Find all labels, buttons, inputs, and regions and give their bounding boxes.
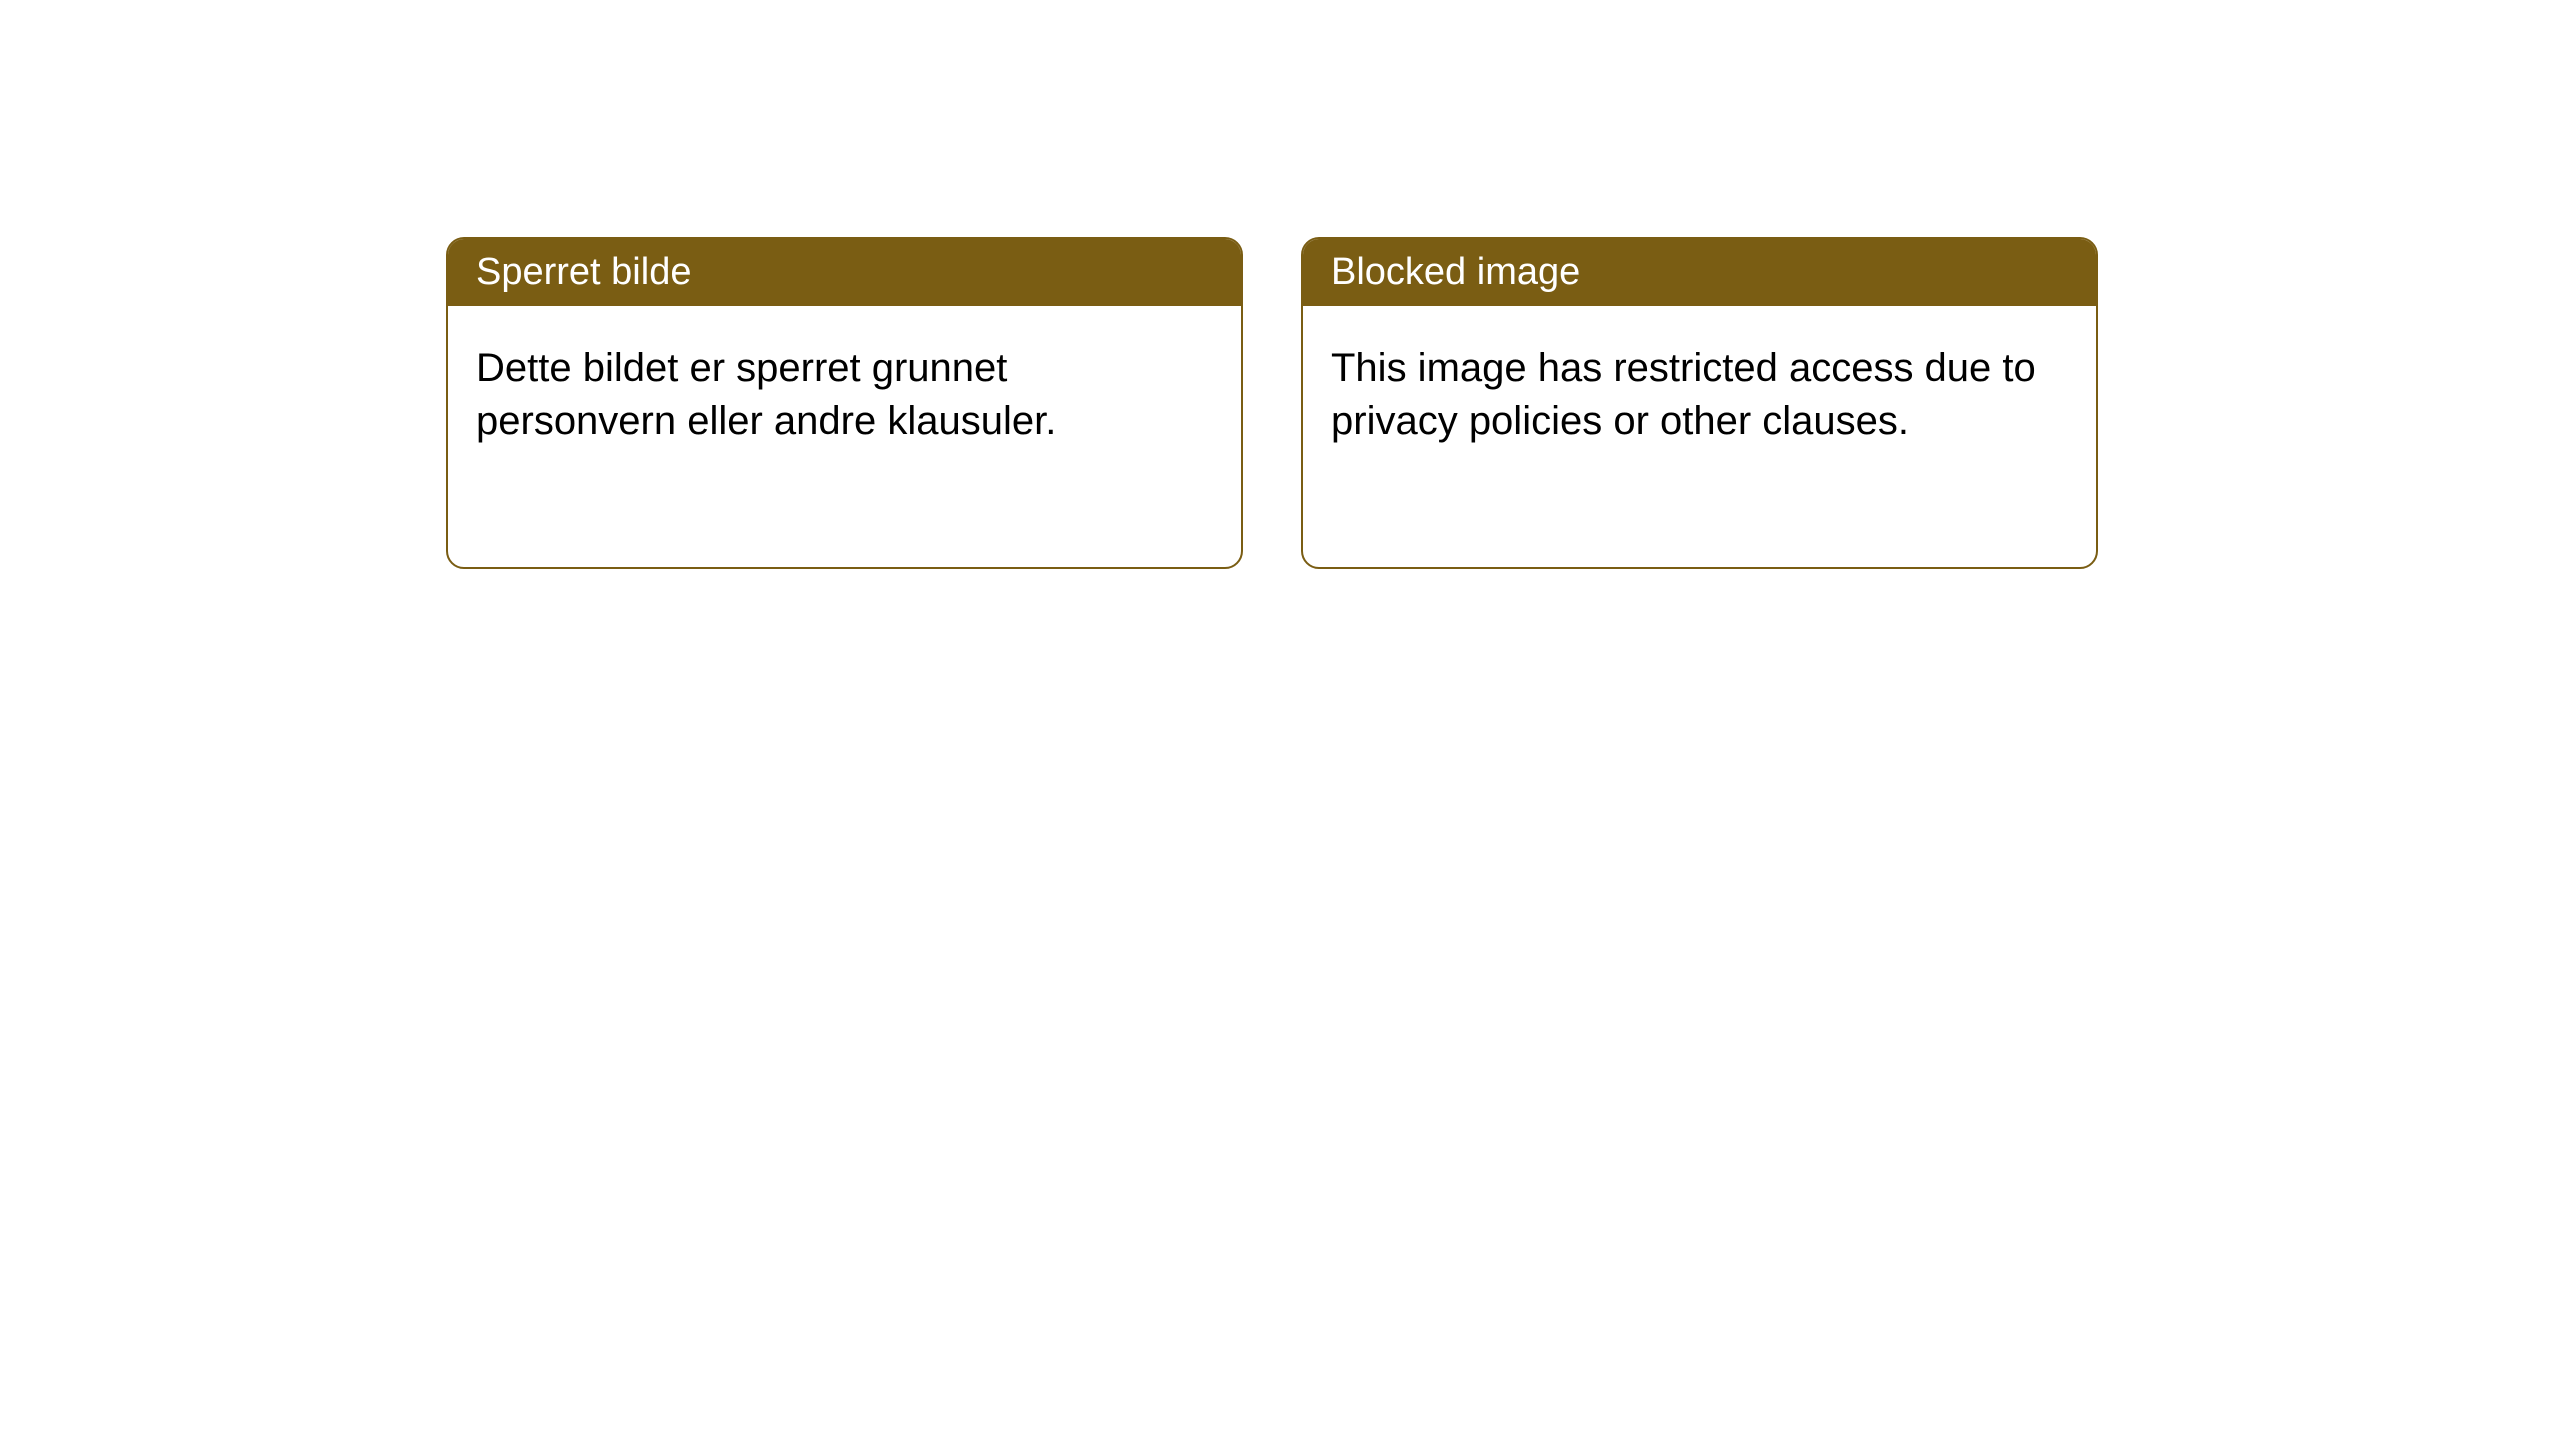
blocked-image-notice-container: Sperret bilde Dette bildet er sperret gr…: [446, 237, 2098, 569]
blocked-image-card-english: Blocked image This image has restricted …: [1301, 237, 2098, 569]
card-header-norwegian: Sperret bilde: [448, 239, 1241, 306]
card-body-english: This image has restricted access due to …: [1303, 306, 2096, 484]
card-message-english: This image has restricted access due to …: [1331, 346, 2036, 443]
card-title-norwegian: Sperret bilde: [476, 251, 691, 293]
card-title-english: Blocked image: [1331, 251, 1580, 293]
card-message-norwegian: Dette bildet er sperret grunnet personve…: [476, 346, 1056, 443]
card-header-english: Blocked image: [1303, 239, 2096, 306]
card-body-norwegian: Dette bildet er sperret grunnet personve…: [448, 306, 1241, 484]
blocked-image-card-norwegian: Sperret bilde Dette bildet er sperret gr…: [446, 237, 1243, 569]
